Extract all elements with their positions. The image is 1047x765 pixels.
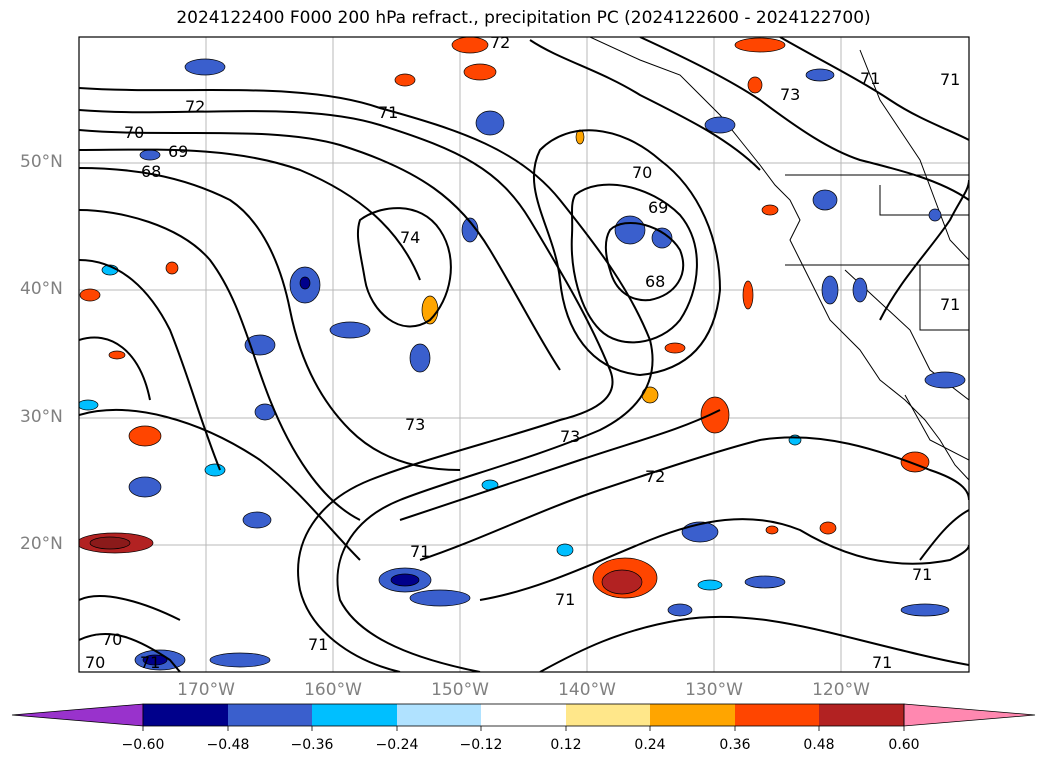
lat-label-20n: 20°N: [20, 534, 63, 554]
colorbar-bin: [481, 704, 566, 726]
colorbar: [11, 703, 1036, 731]
colorbar-extend-high: [903, 703, 1036, 727]
lon-label-140w: 140°W: [558, 680, 616, 700]
colorbar-tick-label: 0.36: [719, 737, 751, 753]
contour-label: 69: [648, 198, 668, 217]
lon-label-160w: 160°W: [304, 680, 362, 700]
contour-label: 72: [185, 97, 205, 116]
colorbar-bin: [397, 704, 481, 726]
contour-label: 71: [940, 295, 960, 314]
contour-label: 72: [490, 33, 510, 52]
colorbar-tick-label: 0.60: [888, 737, 920, 753]
contour-label: 73: [780, 85, 800, 104]
colorbar-bin: [312, 704, 397, 726]
colorbar-bin: [650, 704, 735, 726]
contour-label: 70: [85, 653, 105, 672]
contour-label: 70: [124, 123, 144, 142]
contour-label: 71: [555, 590, 575, 609]
colorbar-tick-label: 0.48: [803, 737, 835, 753]
colorbar-extend-low: [11, 703, 144, 727]
contour-label: 71: [912, 565, 932, 584]
contour-label: 68: [141, 162, 161, 181]
contour-label: 70: [102, 630, 122, 649]
contour-label: 73: [405, 415, 425, 434]
contour-label: 74: [400, 228, 420, 247]
lon-label-120w: 120°W: [812, 680, 870, 700]
colorbar-bin: [735, 704, 819, 726]
contour-label: 71: [860, 69, 880, 88]
colorbar-tick-label: 0.12: [550, 737, 582, 753]
lat-label-30n: 30°N: [20, 407, 63, 427]
contour-label: 72: [645, 467, 665, 486]
colorbar-bin: [566, 704, 650, 726]
contour-label: 73: [560, 427, 580, 446]
map-title: 2024122400 F000 200 hPa refract., precip…: [176, 8, 871, 28]
contour-label: 71: [410, 542, 430, 561]
colorbar-bin: [228, 704, 312, 726]
contour-label: 71: [378, 103, 398, 122]
lon-label-150w: 150°W: [431, 680, 489, 700]
colorbar-tick-label: 0.24: [634, 737, 666, 753]
contour-label: 71: [308, 635, 328, 654]
lon-label-170w: 170°W: [177, 680, 235, 700]
contour-label: 71: [872, 653, 892, 672]
precipitation-shading: [79, 37, 966, 671]
lat-label-40n: 40°N: [20, 279, 63, 299]
colorbar-tick-label: −0.24: [375, 737, 419, 753]
map-frame: [79, 37, 969, 672]
lat-label-50n: 50°N: [20, 152, 63, 172]
colorbar-tick-label: −0.36: [290, 737, 334, 753]
contour-label: 68: [645, 272, 665, 291]
colorbar-bin: [143, 704, 228, 726]
contour-label: 71: [940, 70, 960, 89]
colorbar-tick-label: −0.12: [459, 737, 503, 753]
colorbar-tick-label: −0.48: [206, 737, 250, 753]
contour-labels: 72 72 71 70 69 68 74 70 69 68 73 73 72 7…: [85, 33, 960, 672]
colorbar-tick-label: −0.60: [121, 737, 165, 753]
contour-label: 70: [632, 163, 652, 182]
contour-label: 71: [140, 653, 160, 672]
refractivity-contours: [79, 37, 969, 672]
colorbar-bin: [819, 704, 904, 726]
lon-label-130w: 130°W: [685, 680, 743, 700]
contour-label: 69: [168, 142, 188, 161]
